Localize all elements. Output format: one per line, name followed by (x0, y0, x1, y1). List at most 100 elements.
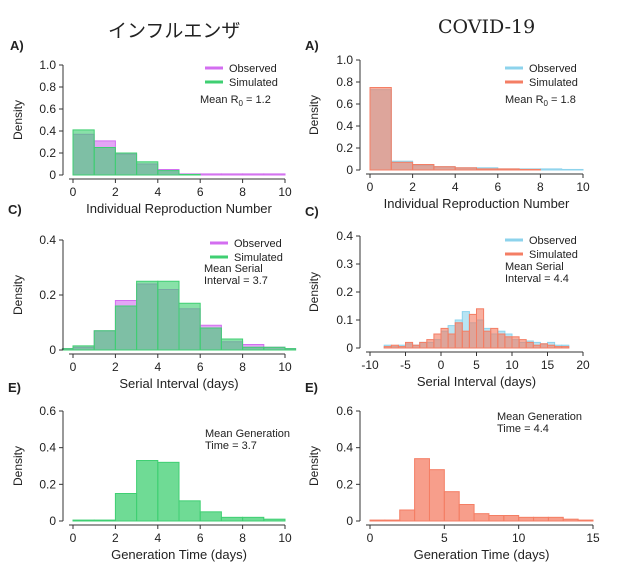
covid-generation-bar-series-7 (473, 513, 490, 522)
covid-serial-bar-simulated-21 (532, 344, 541, 349)
flu-generation-x-tick-label: 0 (70, 531, 77, 545)
covid-serial-bar-simulated-12 (468, 313, 477, 349)
flu-serial-x-tick-label: 6 (197, 360, 204, 374)
flu-serial-bar-simulated-8 (220, 338, 244, 351)
covid-generation-bar-series-2 (399, 509, 416, 522)
covid-generation-x-tick-label: 0 (367, 531, 374, 545)
covid-r0-bar-simulated-7 (518, 168, 541, 171)
flu-r0-x-tick-label: 8 (239, 185, 246, 199)
flu-serial-bar-simulated-3 (114, 305, 138, 351)
covid-serial-x-tick-label: 5 (473, 358, 480, 372)
covid-r0-bar-simulated-5 (476, 168, 499, 171)
covid-generation-bar-series-10 (518, 516, 535, 522)
flu-generation-annotation-line-0: Mean Generation (205, 428, 290, 440)
flu-serial-bar-simulated-9 (242, 346, 265, 351)
covid-r0-bar-simulated-4 (454, 167, 478, 171)
covid-serial-bar-simulated-13 (476, 308, 485, 349)
flu-serial-x-axis-label: Serial Interval (days) (119, 376, 238, 391)
covid-serial-y-tick-label: 0.1 (336, 313, 353, 327)
covid-generation-x-tick-label: 5 (441, 531, 448, 545)
flu-generation-y-tick-label: 0.6 (39, 404, 56, 418)
flu-serial-bar-simulated-10 (263, 346, 286, 351)
covid-serial-x-tick-label: -5 (400, 358, 411, 372)
flu-serial-x-tick-label: 4 (154, 360, 161, 374)
covid-r0-x-tick-label: 2 (409, 180, 416, 194)
covid-r0-y-tick-label: 0 (346, 163, 353, 177)
covid-r0-x-tick-label: 0 (367, 180, 374, 194)
covid-serial-bar-simulated-23 (547, 344, 556, 349)
flu-serial-annotation-line-0: Mean Serial (204, 263, 263, 275)
flu-serial-x-tick-label: 0 (70, 360, 77, 374)
flu-serial-legend-label-observed: Observed (234, 238, 282, 250)
covid-r0-y-tick-label: 0.8 (336, 75, 353, 89)
covid-serial-bar-simulated-2 (397, 346, 406, 349)
covid-serial-annotation-line-0: Mean Serial (505, 261, 564, 273)
covid-r0-bar-simulated-2 (412, 164, 435, 171)
covid-serial-x-tick-label: 15 (541, 358, 555, 372)
covid-generation-bar-series-9 (503, 515, 520, 522)
covid-serial-bar-simulated-15 (490, 327, 499, 349)
flu-r0-bar-simulated-1 (93, 147, 116, 176)
flu-serial-y-tick-label: 0.4 (39, 233, 56, 247)
covid-serial-bar-simulated-0 (383, 346, 392, 349)
flu-generation-x-tick-label: 10 (278, 531, 292, 545)
covid-serial-bar-simulated-11 (461, 330, 470, 349)
flu-r0-bar-simulated-2 (114, 152, 138, 176)
covid-generation-bar-series-14 (577, 519, 594, 522)
covid-r0-annotation: Mean R0 = 1.8 (505, 94, 576, 108)
flu-generation-x-tick-label: 6 (197, 531, 204, 545)
flu-generation-bar-series-7 (220, 516, 244, 522)
flu-r0-y-tick-label: 0.2 (39, 146, 56, 160)
flu-generation-panel-label: E) (8, 380, 21, 395)
flu-r0-bar-simulated-5 (178, 173, 201, 176)
flu-serial-bar-simulated-5 (157, 280, 180, 351)
covid-serial-bar-simulated-7 (433, 333, 442, 349)
flu-r0-bar-observed-7 (220, 173, 244, 176)
covid-generation-annotation-line-1: Time = 4.4 (497, 423, 549, 435)
covid-generation-bar-series-4 (428, 469, 445, 522)
covid-serial-y-axis-label: Density (307, 272, 321, 312)
flu-serial-legend-label-simulated: Simulated (234, 252, 283, 264)
flu-r0-x-tick-label: 4 (154, 185, 161, 199)
covid-r0-bar-observed-9 (561, 168, 584, 171)
flu-generation-x-tick-label: 2 (112, 531, 119, 545)
covid-serial-x-tick-label: 0 (438, 358, 445, 372)
flu-serial-x-tick-label: 2 (112, 360, 119, 374)
flu-r0-y-tick-label: 0.6 (39, 102, 56, 116)
covid-generation-bar-series-11 (533, 516, 549, 522)
covid-r0-y-tick-label: 0.4 (336, 119, 353, 133)
covid-serial-annotation-line-1: Interval = 4.4 (505, 273, 569, 285)
covid-serial-x-tick-label: -10 (361, 358, 379, 372)
covid-r0-y-tick-label: 0.6 (336, 97, 353, 111)
flu-generation-bar-series-3 (136, 460, 159, 522)
covid-serial-bar-simulated-9 (447, 333, 456, 349)
covid-r0-legend-label-observed: Observed (529, 63, 577, 75)
covid-serial-bar-simulated-6 (426, 339, 435, 349)
covid-serial-bar-simulated-8 (440, 327, 449, 349)
flu-r0-y-tick-label: 1.0 (39, 58, 56, 72)
flu-serial-bar-simulated-4 (136, 280, 159, 351)
flu-serial-bar-simulated-11 (284, 348, 297, 351)
covid-serial-bar-simulated-10 (454, 322, 463, 349)
covid-serial-x-axis-label: Serial Interval (days) (417, 374, 536, 389)
covid-r0-x-tick-label: 10 (576, 180, 590, 194)
covid-generation-bar-series-6 (458, 504, 475, 522)
covid-generation-annotation-line-0: Mean Generation (497, 411, 582, 423)
covid-serial-y-tick-label: 0.4 (336, 229, 353, 243)
flu-r0-bar-observed-9 (263, 173, 286, 176)
flu-serial-bar-simulated-1 (72, 345, 95, 351)
flu-r0-x-tick-label: 0 (70, 185, 77, 199)
covid-r0-bar-observed-8 (539, 168, 563, 171)
flu-r0-y-tick-label: 0.4 (39, 124, 56, 138)
flu-serial-bar-simulated-0 (61, 348, 74, 351)
flu-serial-bar-simulated-6 (178, 302, 201, 351)
covid-r0-x-tick-label: 6 (494, 180, 501, 194)
flu-generation-bar-series-5 (178, 500, 201, 522)
covid-serial-bar-simulated-25 (561, 346, 570, 349)
covid-generation-x-tick-label: 10 (512, 531, 526, 545)
covid-serial-legend-label-simulated: Simulated (529, 249, 578, 261)
flu-r0-annotation: Mean R0 = 1.2 (200, 94, 271, 108)
flu-r0-bar-simulated-4 (157, 170, 180, 176)
covid-serial-y-tick-label: 0 (346, 341, 353, 355)
covid-serial-bar-simulated-16 (497, 333, 506, 349)
